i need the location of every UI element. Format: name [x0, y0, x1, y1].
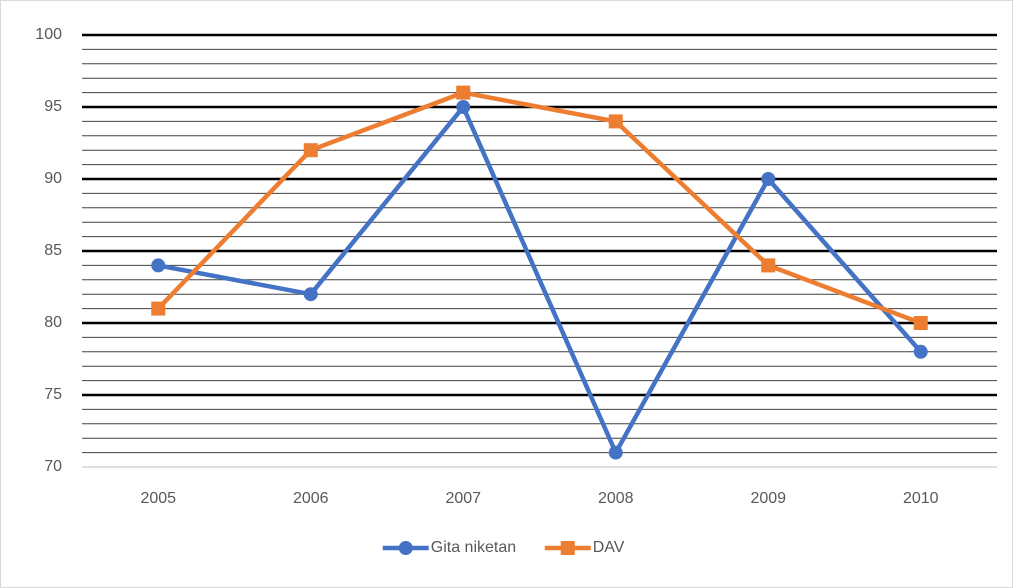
y-tick-label: 85 [44, 242, 62, 259]
y-tick-label: 100 [35, 26, 62, 43]
data-point [761, 258, 776, 273]
series-line [157, 104, 923, 455]
data-point [913, 316, 928, 330]
legend-label: Gita niketan [431, 539, 516, 556]
x-tick-label: 2005 [140, 490, 176, 507]
legend-label: DAV [593, 539, 625, 556]
legend-marker [560, 541, 575, 555]
data-point [913, 344, 928, 359]
data-point [456, 85, 471, 100]
x-tick-label: 2008 [598, 490, 634, 507]
y-tick-label: 80 [44, 314, 62, 331]
data-point [303, 287, 318, 302]
series-line [156, 90, 922, 326]
x-tick-label: 2006 [293, 490, 329, 507]
legend: Gita niketan DAV [382, 539, 625, 556]
data-point [761, 172, 776, 186]
y-tick-label: 70 [44, 458, 62, 475]
legend-marker [398, 541, 413, 555]
data-point [608, 445, 623, 460]
x-tick-label: 2007 [445, 490, 481, 507]
data-point [151, 258, 166, 273]
y-tick-label: 75 [44, 386, 62, 403]
data-point [151, 301, 166, 316]
y-tick-label: 95 [44, 98, 62, 115]
x-tick-label: 2009 [750, 490, 786, 507]
data-point [608, 114, 623, 129]
y-tick-label: 90 [44, 170, 62, 187]
data-point [456, 100, 471, 114]
x-tick-label: 2010 [903, 490, 939, 507]
data-point [303, 143, 318, 158]
